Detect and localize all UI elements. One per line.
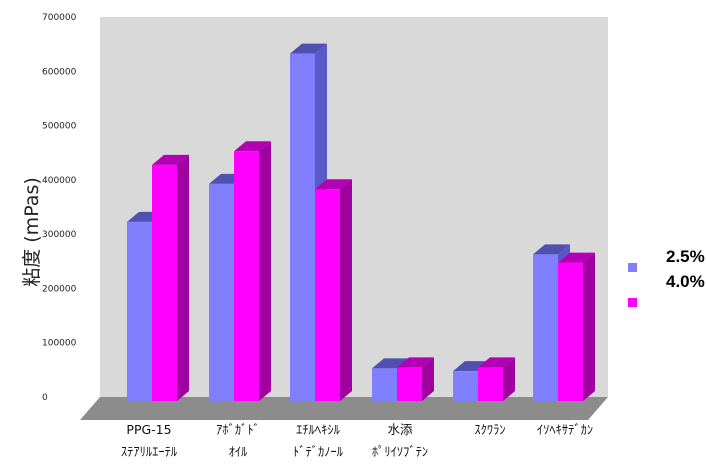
bar: [234, 151, 259, 401]
bar-top: [234, 141, 271, 152]
bar: [397, 367, 422, 401]
bar: [533, 254, 558, 401]
x-tick-label: ｱﾎﾞｶﾞﾄﾞ: [216, 422, 260, 437]
bar: [152, 164, 177, 401]
bar-top: [397, 357, 434, 368]
legend-label-2-5: 2.5%: [666, 247, 705, 266]
bar-side: [259, 141, 271, 402]
bar-side: [503, 357, 515, 401]
bar-side: [583, 252, 595, 401]
bar-top: [478, 357, 515, 368]
x-tick-label: ﾄﾞﾃﾞｶﾉｰﾙ: [293, 444, 344, 459]
y-tick-label: 200000: [42, 284, 77, 294]
bar: [453, 371, 478, 401]
x-tick-label: ｽﾃｱﾘﾙｴｰﾃﾙ: [121, 444, 178, 459]
x-tick-label: ｵｲﾙ: [229, 444, 249, 459]
bar: [209, 183, 234, 401]
x-tick-label: ｽｸﾜﾗﾝ: [474, 422, 505, 437]
y-tick-label: 0: [42, 393, 48, 403]
x-tick-label: 水添: [387, 422, 413, 437]
bar-top: [152, 154, 189, 165]
bar: [290, 53, 315, 401]
bar: [372, 368, 397, 401]
y-tick-label: 700000: [42, 13, 77, 23]
x-axis-categories: PPG-15 ｽﾃｱﾘﾙｴｰﾃﾙ ｱﾎﾞｶﾞﾄﾞ ｵｲﾙ ｴﾁﾙﾍｷｼﾙ ﾄﾞﾃﾞｶﾉｰﾙ…: [121, 422, 593, 459]
bar: [315, 189, 340, 401]
y-tick-label: 500000: [42, 122, 77, 132]
y-tick-label: 400000: [42, 176, 77, 186]
y-tick-label: 100000: [42, 339, 77, 349]
bar-top: [533, 244, 570, 255]
x-tick-label: ｴﾁﾙﾍｷｼﾙ: [296, 422, 341, 437]
bar-top: [315, 179, 352, 190]
y-axis-ticks: 0 100000 200000 300000 400000 500000 600000 700…: [42, 13, 77, 403]
bar-side: [177, 154, 189, 401]
legend: 2.5% 4.0%: [628, 247, 705, 307]
x-tick-label: PPG-15: [126, 422, 171, 437]
x-tick-label: ｲｿﾍｷｻﾃﾞｶﾝ: [537, 422, 593, 437]
legend-swatch-2-5: [628, 263, 637, 272]
x-tick-label: ﾎﾟﾘｲｿﾌﾞﾃﾝ: [372, 444, 428, 459]
bar: [558, 262, 583, 401]
y-axis-label: 粘度 (mPas): [21, 177, 43, 287]
legend-swatch-4-0: [628, 298, 637, 307]
bar: [127, 221, 152, 401]
legend-label-4-0: 4.0%: [666, 272, 705, 291]
bar-top: [558, 252, 595, 263]
bar-side: [422, 357, 434, 401]
bar-top: [290, 43, 327, 54]
bar: [478, 367, 503, 401]
y-tick-label: 600000: [42, 67, 77, 77]
bar-series: [127, 43, 595, 402]
chart-floor: [80, 397, 608, 420]
bar-side: [340, 179, 352, 401]
y-tick-label: 300000: [42, 230, 77, 240]
